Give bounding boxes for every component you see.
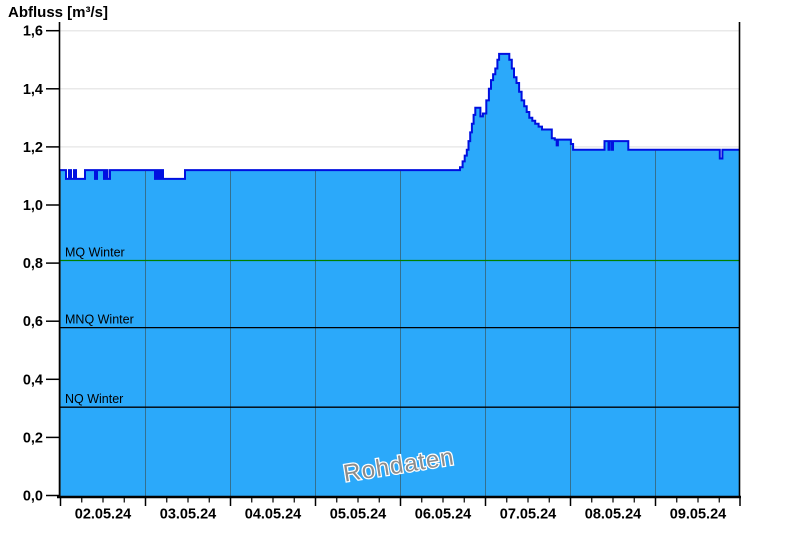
x-axis-ticks: 02.05.24 03.05.24 04.05.24 05.05.24 06.05.24… <box>59 498 741 523</box>
y-tick-label: 1,0 <box>23 198 43 214</box>
y-tick-label: 0,8 <box>23 256 43 272</box>
reference-line-label: NQ Winter <box>65 392 123 406</box>
y-axis-ticks: 0,0 0,2 0,4 0,6 0,8 1,0 1,2 1,4 1,6 <box>23 24 59 505</box>
x-tick-label: 02.05.24 <box>75 507 131 523</box>
axes <box>57 22 741 499</box>
y-tick-label: 0,6 <box>23 314 43 330</box>
x-tick-label: 05.05.24 <box>330 507 386 523</box>
x-tick-label: 04.05.24 <box>245 507 301 523</box>
y-tick-label: 0,4 <box>23 372 43 388</box>
x-tick-label: 09.05.24 <box>670 507 726 523</box>
y-tick-label: 1,6 <box>23 24 43 40</box>
reference-line-mnq-winter: MNQ Winter <box>59 313 740 329</box>
reference-line-nq-winter: NQ Winter <box>59 392 740 408</box>
x-tick-label: 08.05.24 <box>585 507 641 523</box>
discharge-series-line <box>59 52 740 180</box>
y-tick-label: 0,0 <box>23 489 43 505</box>
y-axis-title: Abfluss [m³/s] <box>8 4 109 21</box>
reference-line-mq-winter: MQ Winter <box>59 245 740 262</box>
x-tick-label: 06.05.24 <box>415 507 471 523</box>
y-tick-label: 1,4 <box>23 82 43 98</box>
y-tick-label: 0,2 <box>23 430 43 446</box>
y-tick-label: 1,2 <box>23 140 43 156</box>
x-tick-label: 07.05.24 <box>500 507 556 523</box>
reference-line-label: MQ Winter <box>65 245 125 259</box>
discharge-area-fill <box>59 53 740 498</box>
reference-line-label: MNQ Winter <box>65 313 134 327</box>
x-tick-label: 03.05.24 <box>160 507 216 523</box>
